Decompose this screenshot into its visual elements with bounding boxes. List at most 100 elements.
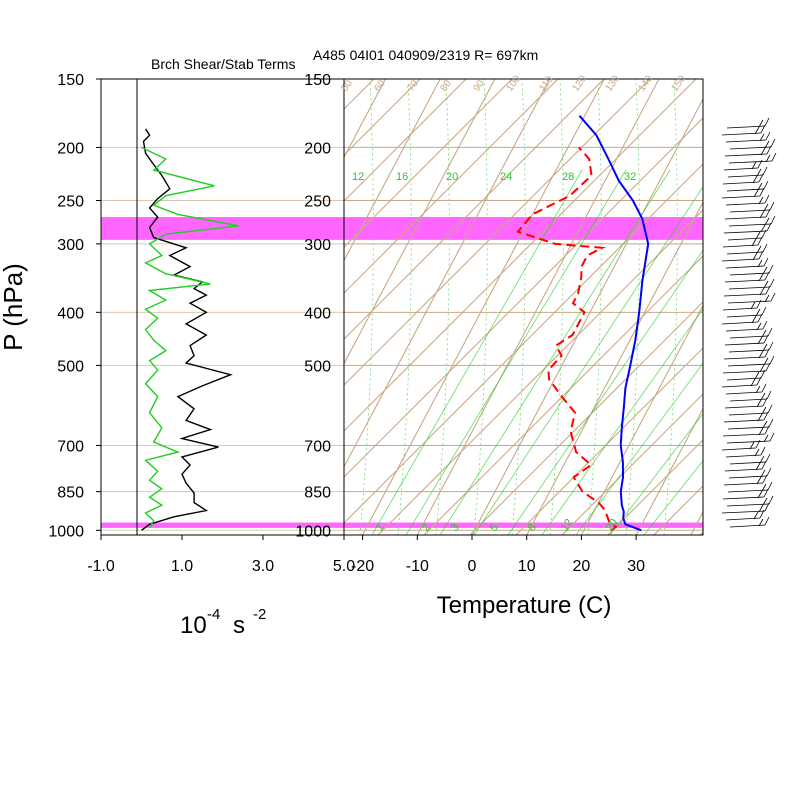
mixing-ratio-label-32: 32 [624,171,636,183]
wind-barb-feather [761,383,767,393]
wind-barb-staff [729,146,772,150]
wind-barb-feather [758,518,764,527]
right-ytick-label-150: 150 [304,72,331,89]
mixing-ratio-bottom-label-1: 1 [374,522,387,534]
wind-barb-staff [723,356,766,360]
wind-barb-staff [728,223,772,227]
mixing-ratio-label-16: 16 [396,171,408,183]
wind-barb-staff [722,496,765,500]
isotherm--20 [362,79,605,535]
wind-barb-feather [755,439,761,449]
wind-barb-feather [762,166,768,176]
wind-barb-feather [758,504,764,513]
dry-adiabat-6 [515,347,703,535]
dry-adiabat--11 [0,0,354,535]
left-ytick-label-400: 400 [57,305,84,322]
wind-barb-feather [768,341,774,351]
wind-barb-feather [770,215,776,225]
mixing-ratio-line-6 [575,362,703,535]
isotherm-40 [690,510,703,535]
wind-barb-feather [759,455,765,464]
wind-barb-staff [726,125,766,129]
wind-barb-feather [757,313,763,323]
wind-barb-feather [764,140,770,149]
left-ytick-label-850: 850 [57,485,84,502]
isotherm--30 [344,79,551,469]
wind-barb-feather [767,327,773,337]
wind-barb-feather [770,292,776,302]
wind-barb-feather [763,180,769,190]
moist-adiabat-1 [397,79,412,535]
wind-barb-feather [768,418,774,428]
wind-barb-feather [759,509,765,519]
wind-barb-feather [763,334,769,344]
wind-barb-feather [764,348,770,358]
mixing-ratio-bottom-label-2: 2 [420,522,433,534]
wind-barb-feather [764,425,770,435]
wind-barb-staff [721,510,766,514]
wind-barb-staff [722,433,766,437]
wind-barb-feather [764,502,770,512]
wind-barb-feather [762,420,768,429]
wind-barb-feather [755,308,761,317]
dry-adiabat-3 [377,209,703,535]
wind-barb-staff [728,412,769,416]
left-ytick-label-1000: 1000 [48,523,84,540]
moist-adiabat-0 [359,79,374,535]
wind-barb-feather [769,278,775,288]
wind-barb-staff [721,258,760,262]
left-xtick-label-5.0: 5.0 [333,558,355,575]
wind-barb-feather [758,173,764,183]
wind-barb-feather [759,187,765,197]
dry-adiabat-5 [469,301,703,535]
wind-barb-staff [723,230,768,234]
wind-barb-staff [727,237,763,241]
adiabat-label-100: 100 [504,73,523,93]
dry-adiabat--13 [0,0,262,535]
isotherm--40 [344,79,496,365]
adiabat-label-110: 110 [537,74,555,94]
wind-barb-feather [757,413,763,422]
dry-adiabat--6 [344,79,421,156]
wind-barb-staff [723,482,764,486]
wind-barb-staff [727,363,771,367]
moist-adiabat-3 [473,79,488,535]
dewpoint-profile [516,146,618,532]
dry-adiabat-12 [792,0,800,535]
isotherm--10 [416,79,660,535]
wind-barb-feather [756,299,762,309]
wind-barb-feather [766,145,772,155]
wind-barb-feather [751,238,757,247]
dry-adiabat--1 [344,79,651,386]
wind-barb-feather [762,320,768,330]
wind-barb-feather [761,406,767,415]
wind-barbs [721,117,777,528]
wind-barb-feather [763,257,769,267]
adiabat-label-60: 60 [372,78,388,94]
wind-barb-staff [725,517,761,521]
left-xtick-label-3.0: 3.0 [252,558,274,575]
figure-title: A485 04I01 040909/2319 R= 697km [313,47,538,63]
left-x-label-unit: s [233,612,245,639]
wind-barb-feather [768,264,774,274]
left-ytick-label-700: 700 [57,438,84,455]
mixing-ratio-label-20: 20 [446,171,458,183]
wind-barb-feather [755,462,761,471]
wind-barb-staff [725,265,765,269]
wind-barb-feather [767,404,773,414]
mixing-ratio-bottom-label-8: 8 [526,522,539,534]
wind-barb-staff [726,377,762,381]
right-ytick-label-850: 850 [304,485,331,502]
wind-barb-feather [756,168,762,177]
wind-barb-feather [753,189,759,198]
wind-barb-feather [770,138,776,148]
wind-barb-feather [763,203,769,212]
isotherm--50 [344,79,441,262]
mixing-ratio-bottom-label-3: 3 [449,522,462,534]
wind-barb-staff [724,153,768,157]
wind-barb-feather [765,131,771,141]
wind-barb-feather [758,273,764,282]
isotherm--60 [344,79,386,159]
left-ytick-label-150: 150 [57,72,84,89]
right-xtick-label-10: 10 [518,558,536,575]
